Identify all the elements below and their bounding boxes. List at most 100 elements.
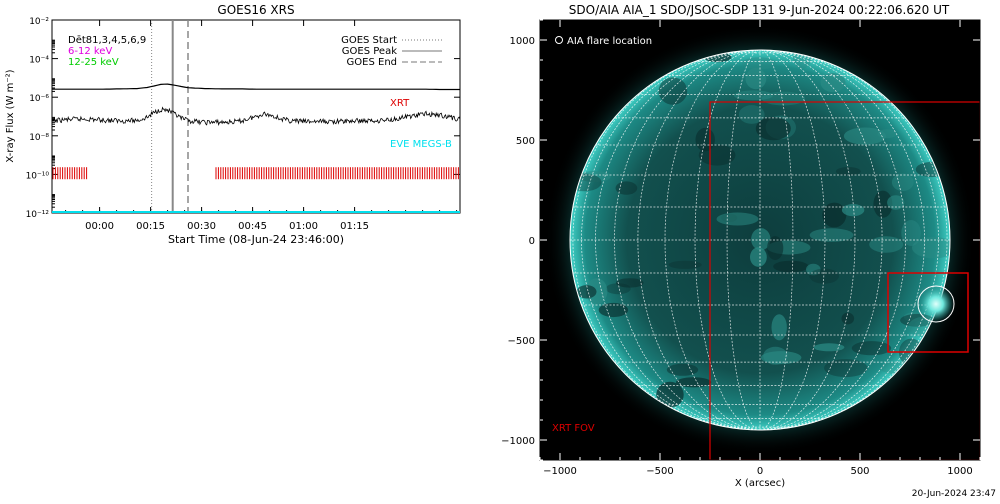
disk-structure [912, 237, 950, 259]
goes-y-tick-label: 10⁻⁶ [29, 94, 49, 104]
disk-structure [745, 68, 767, 90]
aia-legend-label: AIA flare location [567, 36, 652, 47]
aia-y-tick-label: 1000 [510, 36, 535, 47]
legend-12-25kev: 12-25 keV [68, 57, 119, 68]
disk-structure [887, 195, 905, 210]
grid-meridian [759, 50, 883, 430]
zoom-box [887, 272, 969, 353]
disk-structure [751, 228, 771, 251]
legend-6-12kev: 6-12 keV [68, 46, 112, 57]
goes-y-label: X-ray Flux (W m⁻²) [5, 69, 16, 162]
goes-y-tick-label: 10⁻² [29, 17, 49, 27]
footer-date: 20-Jun-2024 23:47 [912, 489, 996, 499]
goes-y-tick-label: 10⁻⁴ [29, 56, 49, 66]
goes-x-tick-label: 01:15 [340, 221, 369, 232]
goes-series-line [52, 83, 460, 91]
disk-structure [738, 105, 765, 124]
eve-megs-b-bar [52, 211, 460, 213]
goes-xrs-panel: GOES16 XRS 10⁻¹² 10⁻¹⁰ 10⁻⁸ 10⁻⁶ 10⁻⁴ 10⁻² 00… [5, 3, 461, 246]
goes-event-lines [151, 20, 189, 213]
disk-structure [716, 212, 759, 226]
goes-series-group [52, 83, 460, 127]
disk-structure [750, 247, 767, 267]
xrt-coverage-ticks [52, 167, 459, 180]
disk-structure [873, 190, 893, 218]
flare-glow [918, 286, 954, 322]
aia-x-tick-label: 0 [757, 466, 763, 477]
disk-structure [668, 260, 702, 269]
aia-x-tick-label: 1000 [947, 466, 972, 477]
goes-y-tick-label: 10⁻⁸ [29, 133, 49, 143]
disk-structure [742, 57, 777, 70]
aia-x-tick-label: −1000 [543, 466, 577, 477]
disk-structure [806, 263, 821, 276]
disk-structures [570, 50, 950, 408]
disk-structure [576, 285, 597, 299]
disk-structure [820, 73, 846, 93]
grid-meridian [637, 50, 761, 430]
disk-structure [615, 278, 644, 288]
grid-meridian [694, 50, 761, 430]
aia-x-label: X (arcsec) [735, 478, 785, 489]
disk-structure [809, 268, 839, 284]
goes-y-tick-label: 10⁻¹² [26, 210, 50, 220]
eve-megs-b-label: EVE MEGS-B [390, 139, 452, 150]
aia-axes: −1000 −500 0 500 1000 −1000 −500 0 500 1000 [501, 19, 981, 477]
disk-structure [869, 236, 904, 253]
xrt-fov-box [709, 101, 980, 460]
xrt-fov-label: XRT FOV [552, 423, 595, 434]
disk-structure [763, 346, 788, 365]
disk-structure [698, 144, 736, 166]
disk-structure [675, 377, 712, 388]
disk-structure [843, 127, 886, 145]
legend-goes-start: GOES Start [341, 35, 397, 46]
disk-structure [822, 202, 847, 228]
legend-detectors: Dēt81,3,4,5,6,9 [68, 35, 146, 46]
goes-x-tick-label: 00:15 [136, 221, 165, 232]
flare-location-circle [917, 285, 955, 323]
disk-structure [841, 312, 855, 325]
goes-series-line [52, 106, 460, 127]
legend-goes-end: GOES End [347, 57, 397, 68]
goes-x-label: Start Time (08-Jun-24 23:46:00) [168, 233, 344, 246]
grid-meridian [759, 50, 906, 430]
disk-structure [733, 90, 774, 101]
xrt-label: XRT [390, 98, 410, 109]
disk-structure [767, 236, 784, 261]
disk-structure [656, 381, 684, 408]
disk-structure [658, 77, 688, 105]
aia-y-tick-label: 0 [529, 236, 535, 247]
goes-x-tick-label: 00:30 [187, 221, 216, 232]
goes-x-tick-label: 00:00 [85, 221, 114, 232]
disk-structure [773, 260, 809, 273]
goes-y-tick-label: 10⁻¹⁰ [26, 171, 50, 181]
disk-structure [903, 312, 924, 322]
disk-structure [666, 363, 699, 376]
aia-x-tick-label: −500 [646, 466, 673, 477]
grid-meridian [759, 50, 939, 430]
aia-y-tick-label: −500 [508, 336, 535, 347]
aia-y-tick-label: 500 [516, 136, 535, 147]
legend-goes-peak: GOES Peak [342, 46, 397, 57]
disk-structure [755, 117, 791, 141]
solar-limb [569, 49, 951, 431]
grid-meridian [581, 50, 761, 430]
grid-meridian [759, 50, 794, 430]
goes-title: GOES16 XRS [217, 3, 294, 17]
aia-x-tick-label: 500 [850, 466, 869, 477]
disk-structure [578, 171, 611, 182]
grid-meridian [759, 50, 925, 430]
goes-x-tick-label: 00:45 [238, 221, 267, 232]
disk-structure [901, 220, 921, 246]
goes-y-axis: 10⁻¹² 10⁻¹⁰ 10⁻⁸ 10⁻⁶ 10⁻⁴ 10⁻² [26, 17, 460, 220]
disk-structure [824, 359, 868, 378]
goes-x-tick-label: 01:00 [289, 221, 318, 232]
disk-structure [771, 314, 787, 341]
disk-structure [891, 173, 914, 192]
goes-plot-frame [51, 19, 461, 214]
aia-image-panel: SDO/AIA AIA_1 SDO/JSOC-SDP 131 9-Jun-202… [501, 3, 981, 489]
aia-y-tick-label: −1000 [501, 436, 535, 447]
aia-title: SDO/AIA AIA_1 SDO/JSOC-SDP 131 9-Jun-202… [569, 3, 950, 17]
